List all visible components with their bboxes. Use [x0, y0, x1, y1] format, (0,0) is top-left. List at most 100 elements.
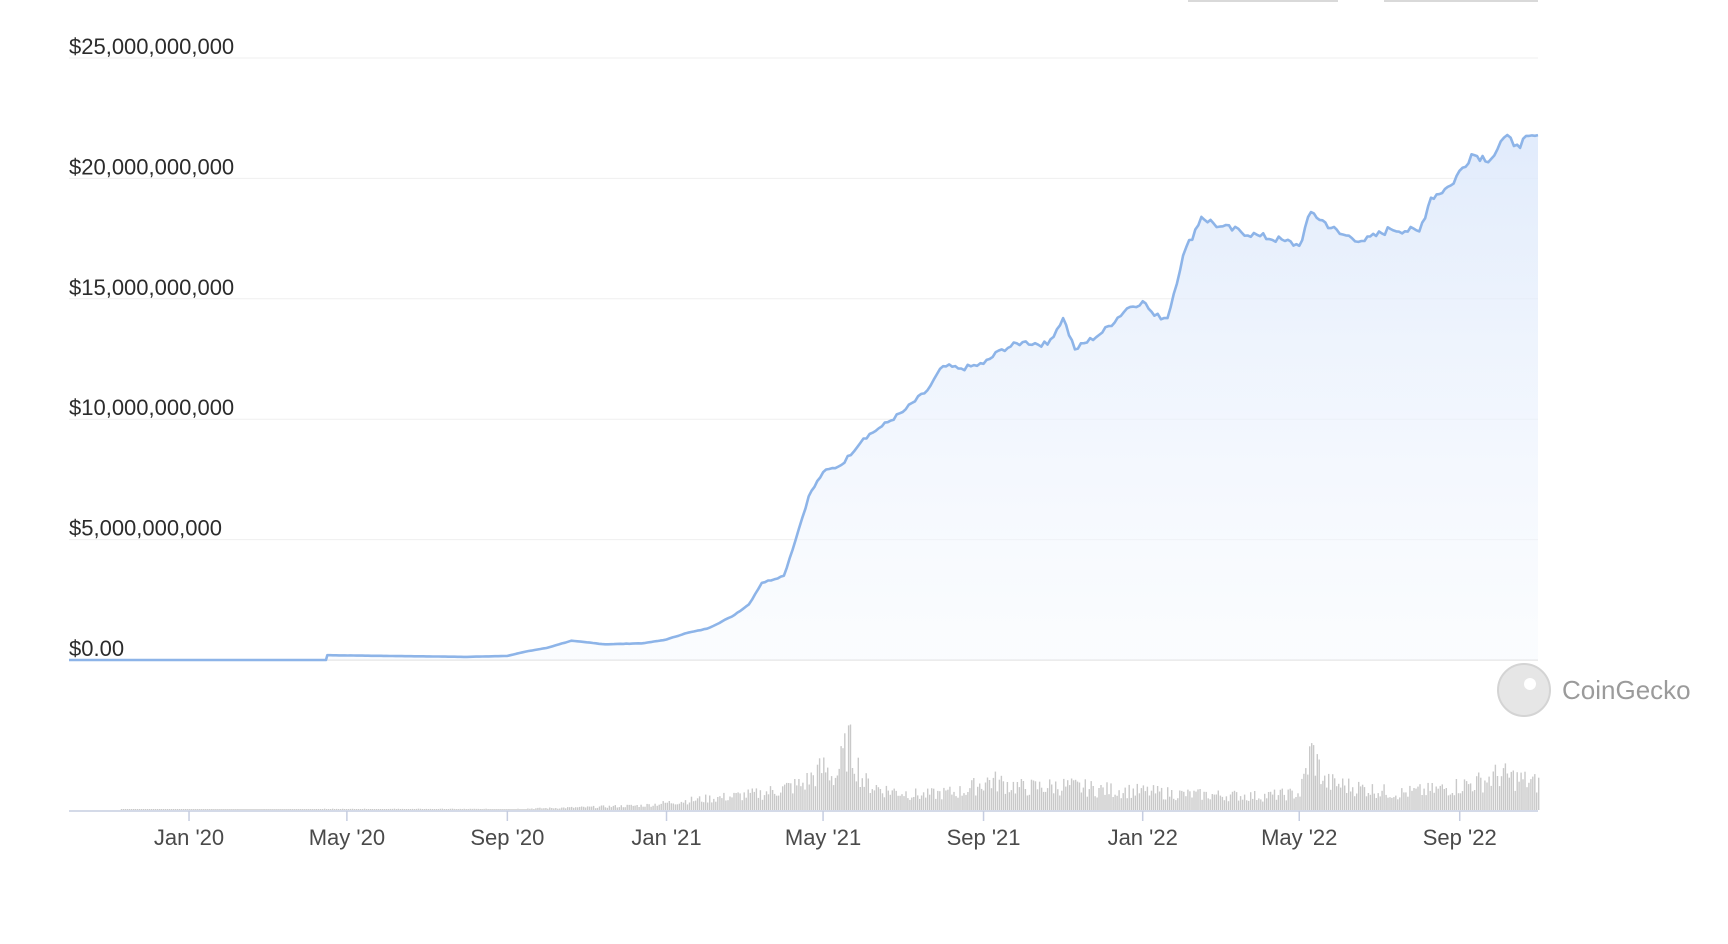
range-tab-right[interactable]	[1384, 0, 1538, 2]
volume-bar	[949, 786, 951, 810]
volume-bar	[459, 808, 461, 810]
volume-bar	[272, 809, 274, 810]
volume-bar	[1018, 787, 1021, 810]
volume-bar	[1004, 793, 1007, 810]
volume-bar	[1024, 789, 1027, 810]
volume-bar	[1437, 788, 1439, 810]
volume-bar	[935, 798, 937, 810]
volume-bar	[543, 808, 545, 810]
volume-bar	[1361, 784, 1364, 810]
volume-bar	[565, 808, 567, 810]
volume-bar	[138, 809, 141, 810]
volume-bar	[664, 802, 666, 810]
volume-bar	[827, 767, 829, 810]
volume-bar	[767, 794, 770, 810]
volume-bar	[1421, 795, 1423, 810]
volume-bar	[606, 807, 609, 810]
volume-bar	[694, 800, 697, 810]
volume-bar	[851, 768, 854, 810]
volume-bar	[136, 809, 139, 810]
volume-bar	[836, 775, 839, 810]
volume-bar	[745, 797, 747, 810]
volume-bar	[1476, 776, 1478, 810]
volume-bar	[487, 809, 489, 810]
volume-bar	[630, 804, 632, 810]
x-tick-label: Jan '21	[631, 825, 701, 850]
volume-bar	[252, 809, 254, 810]
volume-bar	[620, 805, 622, 810]
volume-bar	[1336, 786, 1338, 810]
volume-bar	[1254, 791, 1256, 810]
volume-bar	[1189, 791, 1191, 810]
volume-bar	[561, 807, 563, 810]
volume-bar	[1069, 785, 1071, 810]
volume-bar	[698, 796, 701, 810]
volume-bar	[212, 809, 214, 810]
volume-bar	[338, 809, 340, 810]
volume-bar	[638, 807, 640, 810]
volume-bar	[286, 809, 288, 810]
volume-bar	[513, 809, 515, 810]
volume-bar	[517, 808, 519, 810]
volume-bar	[260, 809, 262, 810]
volume-bar	[897, 795, 899, 810]
volume-bar	[531, 808, 533, 810]
volume-bar	[146, 809, 149, 810]
volume-bar	[371, 809, 374, 810]
volume-bar	[391, 808, 394, 810]
volume-bar	[1307, 774, 1309, 810]
volume-bar	[403, 809, 406, 810]
volume-bar	[1082, 787, 1085, 810]
volume-bar	[1277, 795, 1280, 810]
coingecko-watermark: CoinGecko	[1497, 663, 1691, 717]
volume-bar	[911, 797, 913, 810]
volume-bar	[1250, 792, 1252, 810]
volume-bar	[584, 807, 587, 810]
volume-bar	[1524, 771, 1526, 810]
volume-bar	[1136, 783, 1138, 810]
volume-bar	[747, 789, 749, 810]
volume-bar	[381, 809, 384, 810]
range-tab-left[interactable]	[1188, 0, 1338, 2]
volume-bar	[465, 809, 467, 810]
volume-bar	[268, 809, 270, 810]
volume-bar	[614, 805, 616, 810]
volume-bar	[1377, 793, 1379, 810]
volume-bar	[132, 809, 135, 810]
volume-bar	[1354, 796, 1356, 810]
volume-bar	[771, 790, 774, 810]
volume-bar	[1171, 790, 1173, 810]
volume-bar	[1275, 799, 1278, 810]
volume-bar	[915, 788, 917, 810]
volume-bar	[1314, 775, 1317, 810]
volume-bar	[920, 795, 923, 810]
volume-bar	[959, 786, 961, 810]
volume-bar	[1320, 784, 1322, 810]
volume-bar	[652, 805, 654, 810]
volume-bar	[1219, 795, 1222, 810]
volume-bar	[1297, 793, 1299, 810]
volume-bar	[278, 809, 280, 810]
volume-bar	[395, 809, 398, 810]
gecko-logo-icon	[1497, 663, 1551, 717]
volume-bar	[592, 805, 595, 810]
volume-bar	[1246, 800, 1248, 810]
volume-bar	[1346, 793, 1348, 810]
volume-bar	[604, 807, 607, 810]
volume-bar	[969, 788, 971, 810]
volume-bar	[1026, 795, 1029, 810]
volume-bar	[1271, 794, 1274, 810]
volume-bar	[1061, 790, 1063, 810]
volume-bar	[800, 786, 802, 810]
volume-bar	[1316, 754, 1318, 810]
volume-bar	[656, 805, 658, 810]
volume-bar	[236, 809, 238, 810]
volume-bar	[1126, 798, 1128, 810]
volume-bar	[1269, 791, 1272, 810]
volume-bar	[608, 805, 611, 810]
volume-bar	[901, 794, 903, 810]
volume-bar	[142, 809, 145, 810]
volume-bar	[433, 809, 435, 810]
volume-bar	[1164, 799, 1167, 810]
volume-bar	[322, 809, 324, 810]
